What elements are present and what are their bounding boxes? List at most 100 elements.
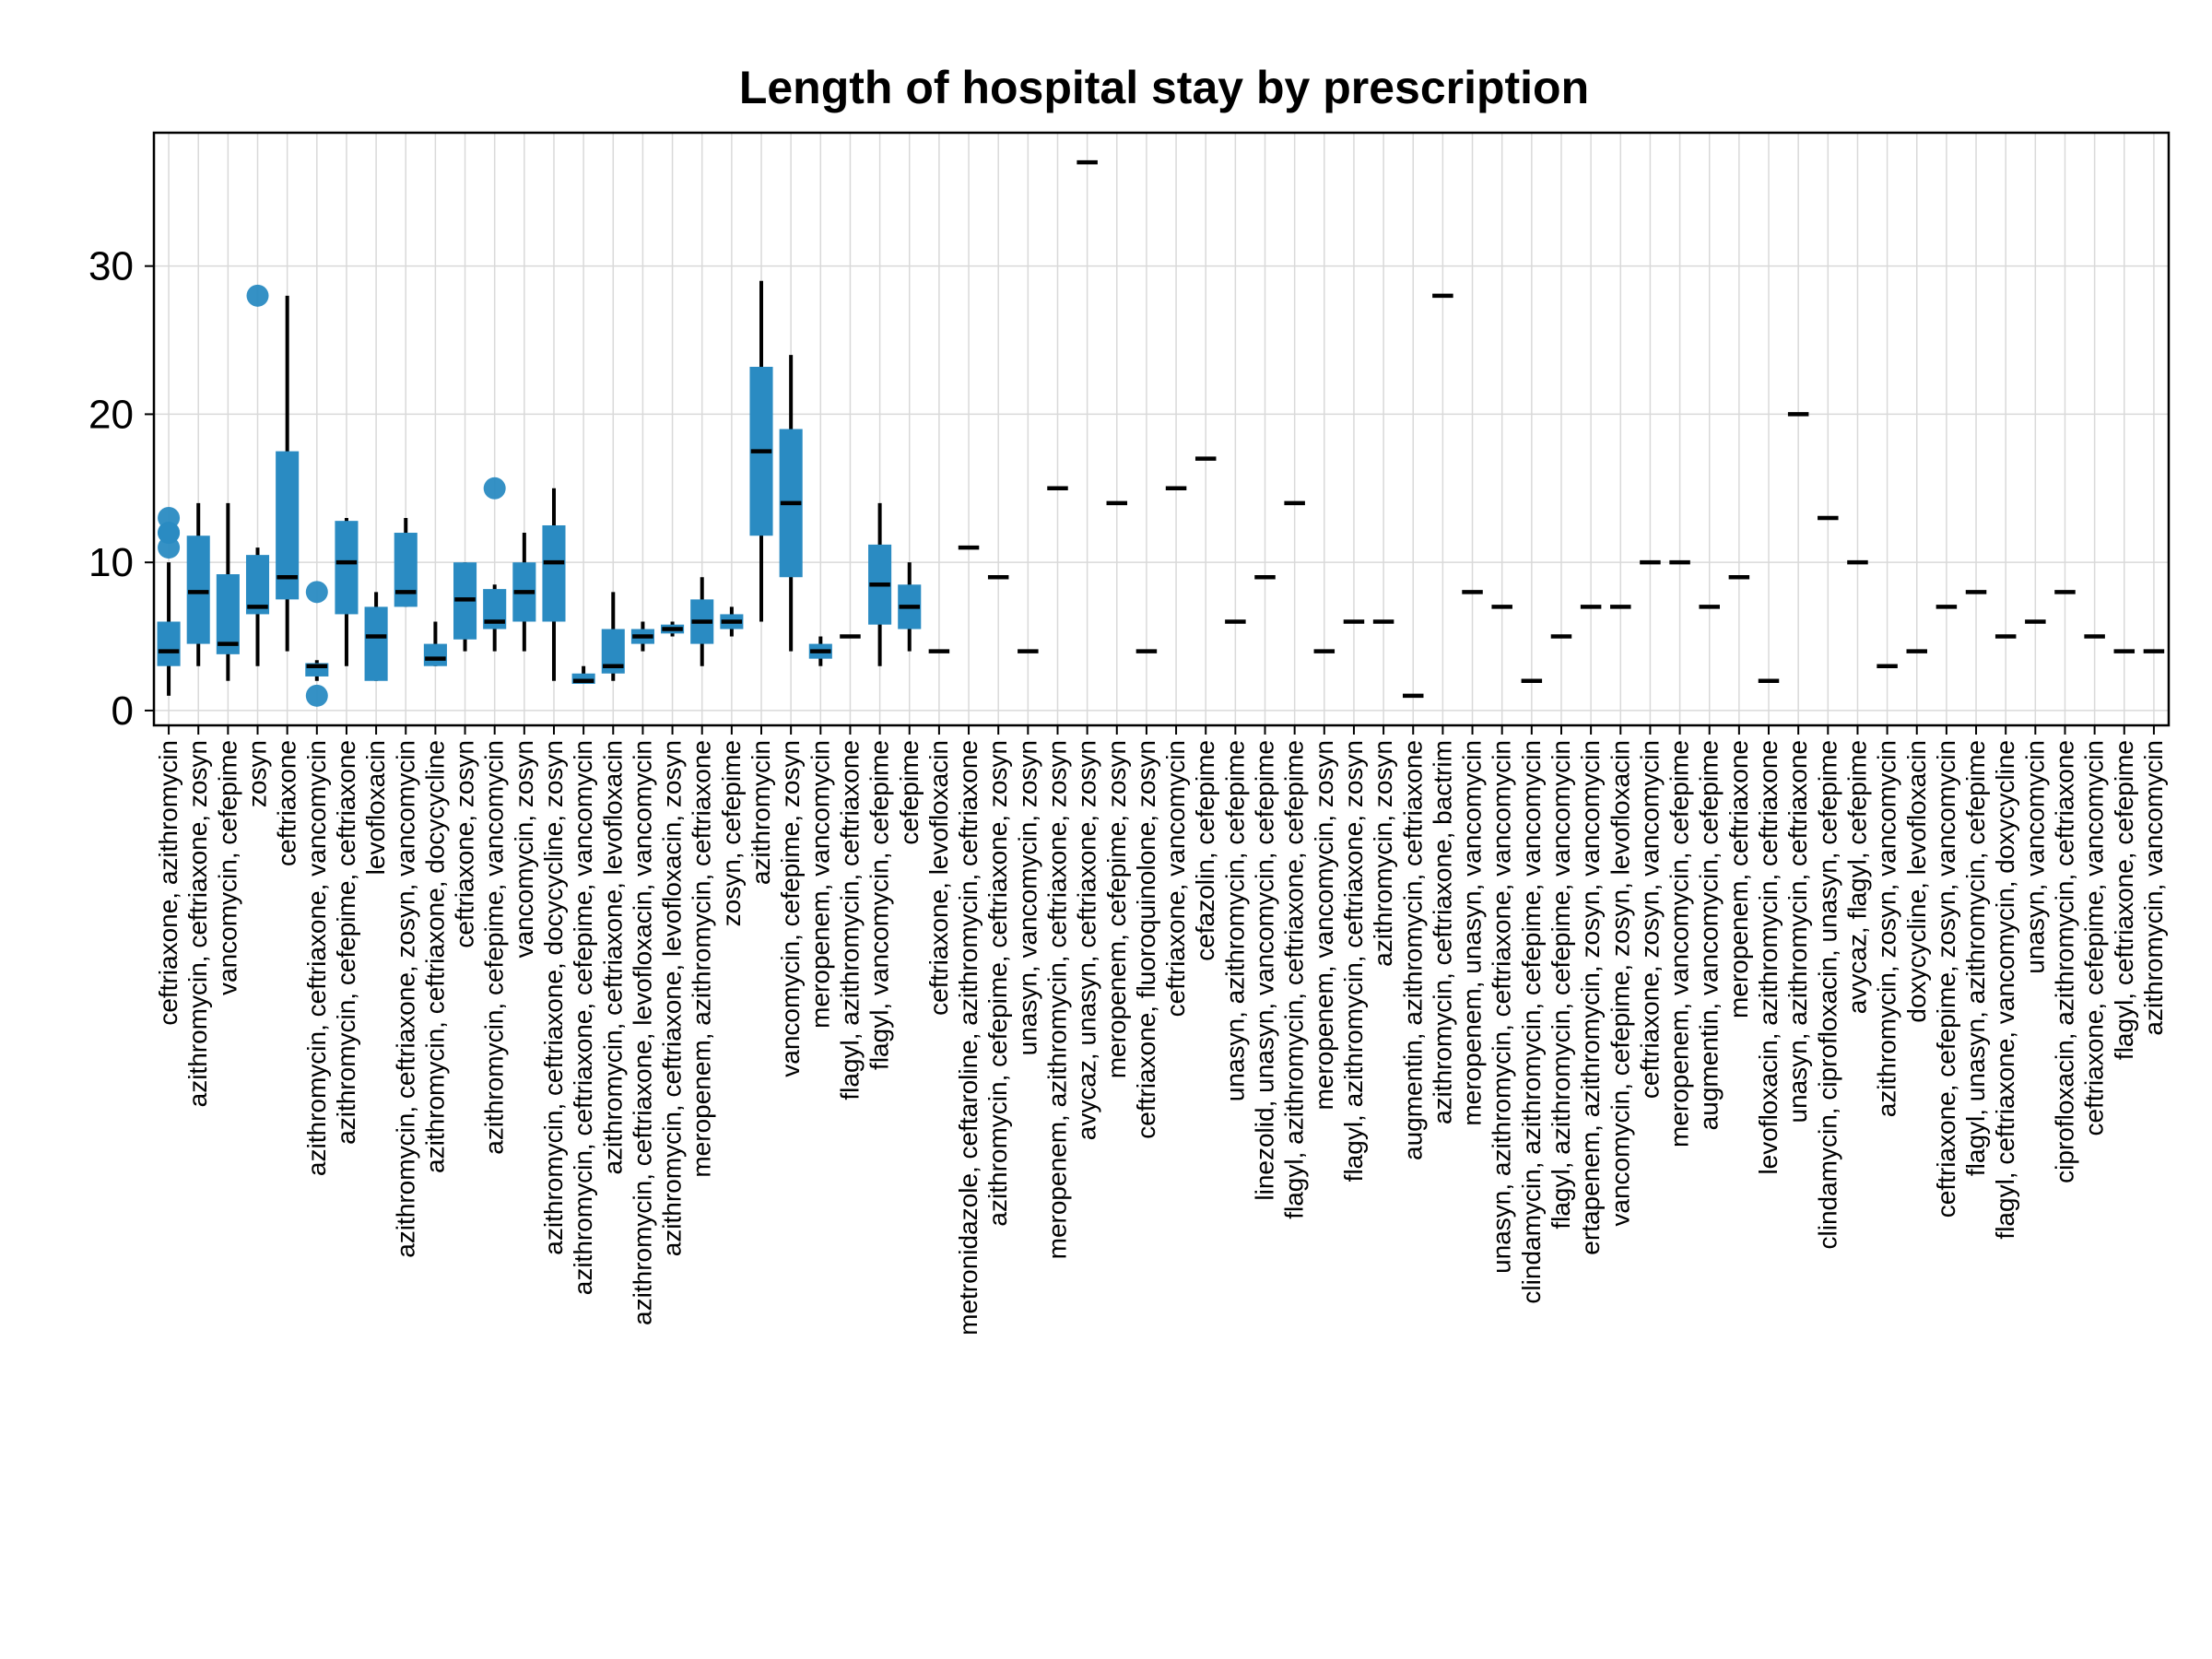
iqr-box	[245, 555, 270, 615]
x-tick-label: augmentin, vancomycin, cefepime	[1695, 740, 1724, 1130]
x-tick-label: ciprofloxacin, azithromycin, ceftriaxone	[2050, 740, 2078, 1183]
box-group	[364, 592, 388, 681]
x-tick-label: vancomycin, cefepime	[213, 740, 241, 995]
iqr-box	[276, 451, 300, 600]
x-tick-label: ceftriaxone, levofloxacin	[924, 740, 953, 1016]
box-group	[720, 606, 744, 637]
x-tick-label: unasyn, azithromycin, cefepime	[1220, 740, 1249, 1101]
box-group	[630, 621, 654, 652]
x-tick-label: avycaz, unasyn, ceftriaxone, zosyn	[1073, 740, 1101, 1140]
x-tick-label: unasyn, azithromycin, ceftriaxone, vanco…	[1488, 740, 1516, 1274]
x-tick-label: augmentin, azithromycin, ceftriaxone	[1398, 740, 1427, 1160]
x-tick-label: vancomycin, cefepime, zosyn	[776, 740, 805, 1077]
outlier-point	[483, 477, 506, 500]
x-tick-label: meropenem, vancomycin, zosyn	[1310, 740, 1338, 1111]
x-tick-label: azithromycin, zosyn	[1369, 740, 1397, 967]
x-tick-label: azithromycin, cefepime, ceftriaxone	[332, 740, 360, 1145]
box-group	[690, 577, 714, 666]
x-tick-label: meropenem, vancomycin	[806, 740, 834, 1029]
box-group	[453, 562, 477, 652]
iqr-box	[571, 673, 595, 684]
x-tick-label: azithromycin, ceftriaxone, bactrim	[1428, 740, 1456, 1124]
x-tick-label: unasyn, vancomycin	[2020, 740, 2049, 974]
tick-layer	[145, 265, 2155, 735]
x-tick-label: meropenem, ceftriaxone	[1724, 740, 1753, 1018]
box-group	[245, 284, 270, 666]
x-tick-label: unasyn, azithromycin, ceftriaxone	[1783, 740, 1812, 1124]
x-tick-label: doxycycline, levofloxacin	[1902, 740, 1931, 1023]
x-tick-label: flagyl, azithromycin, cefepime, vancomyc…	[1547, 740, 1575, 1230]
box-group	[157, 506, 181, 696]
y-tick-label: 10	[88, 540, 134, 585]
x-tick-label: ceftriaxone, azithromycin	[154, 740, 182, 1026]
outlier-point	[305, 684, 328, 707]
iqr-box	[394, 533, 418, 607]
y-tick-label: 30	[88, 244, 134, 289]
box-group	[749, 280, 773, 622]
x-tick-label: ceftriaxone, zosyn, vancomycin	[1635, 740, 1664, 1099]
iqr-box	[186, 535, 210, 644]
x-tick-label: meropenem, unasyn, vancomycin	[1458, 740, 1487, 1126]
x-tick-label: levofloxacin	[361, 740, 390, 875]
x-tick-label: cefepime	[895, 740, 924, 845]
label-layer: 0 10 20 30 ceftriaxone, azithromycin azithrom…	[88, 244, 2168, 1335]
x-tick-label: azithromycin, cefepime, ceftriaxone, zos…	[983, 740, 1012, 1227]
x-tick-label: flagyl, unasyn, azithromycin, cefepime	[1961, 740, 1990, 1176]
x-tick-label: linezolid, unasyn, vancomycin, cefepime	[1251, 740, 1279, 1201]
x-tick-label: azithromycin, ceftriaxone, vancomycin	[302, 740, 331, 1176]
iqr-box	[542, 524, 566, 622]
box-group	[571, 665, 595, 684]
outlier-point	[246, 284, 269, 307]
x-tick-label: metronidazole, ceftaroline, azithromycin…	[954, 740, 982, 1335]
x-tick-label: zosyn	[243, 740, 272, 807]
x-tick-label: flagyl, azithromycin, ceftriaxone	[835, 740, 864, 1100]
box-group	[661, 621, 685, 637]
x-tick-label: meropenem, cefepime, zosyn	[1102, 740, 1131, 1078]
x-tick-label: azithromycin, ceftriaxone, cefepime, van…	[569, 740, 597, 1295]
x-tick-label: azithromycin, zosyn, vancomycin	[1873, 740, 1901, 1117]
x-tick-label: avycaz, flagyl, cefepime	[1842, 740, 1871, 1014]
x-tick-label: meropenem, azithromycin, ceftriaxone	[688, 740, 716, 1178]
y-tick-label: 20	[88, 392, 134, 437]
y-tick-label: 0	[112, 688, 134, 734]
x-tick-label: ceftriaxone, cefepime, vancomycin	[2080, 740, 2109, 1136]
box-group	[601, 592, 625, 681]
x-tick-label: flagyl, azithromycin, ceftriaxone, zosyn	[1339, 740, 1368, 1182]
box-group	[186, 502, 210, 666]
x-tick-label: flagyl, vancomycin, cefepime	[865, 740, 894, 1070]
box-group	[305, 581, 329, 707]
x-tick-label: azithromycin, ceftriaxone, zosyn, vancom…	[391, 740, 419, 1258]
x-tick-label: cefazolin, cefepime	[1191, 740, 1219, 961]
x-tick-label: azithromycin, cefepime, vancomycin	[480, 740, 509, 1155]
x-tick-label: ertapenem, azithromycin, zosyn, vancomyc…	[1576, 740, 1605, 1255]
x-tick-label: meropenem, azithromycin, ceftriaxone, zo…	[1042, 740, 1071, 1259]
box-group	[808, 636, 832, 666]
x-tick-label: ceftriaxone, cefepime, zosyn, vancomycin	[1932, 740, 1960, 1218]
outlier-point	[305, 581, 328, 604]
iqr-box	[335, 521, 359, 615]
iqr-box	[423, 643, 447, 666]
iqr-box	[364, 606, 388, 681]
x-tick-label: flagyl, ceftriaxone, cefepime	[2110, 740, 2138, 1060]
x-tick-label: clindamycin, azithromycin, cefepime, van…	[1517, 740, 1546, 1304]
x-tick-label: azithromycin, ceftriaxone, levofloxacin,…	[658, 740, 687, 1256]
box-group	[868, 502, 892, 666]
box-group	[423, 621, 447, 666]
x-tick-label: ceftriaxone	[273, 740, 301, 866]
box-group	[483, 477, 507, 652]
x-tick-label: meropenem, vancomycin, cefepime	[1665, 740, 1694, 1147]
x-tick-label: azithromycin, ceftriaxone, docycycline	[420, 740, 449, 1173]
box-group	[276, 295, 300, 652]
plot-frame	[152, 131, 2171, 727]
x-tick-label: clindamycin, ciprofloxacin, unasyn, cefe…	[1813, 740, 1841, 1249]
x-tick-label: ceftriaxone, fluoroquinolone, zosyn	[1132, 740, 1160, 1139]
iqr-box	[216, 574, 240, 654]
x-tick-label: vancomycin, cefepime, zosyn, levofloxaci…	[1606, 740, 1634, 1227]
box-group	[512, 533, 536, 652]
box-group	[394, 517, 418, 607]
x-tick-label: flagyl, ceftriaxone, vancomycin, doxycyc…	[1991, 740, 2019, 1240]
x-tick-label: flagyl, azithromycin, ceftriaxone, cefep…	[1280, 740, 1309, 1219]
